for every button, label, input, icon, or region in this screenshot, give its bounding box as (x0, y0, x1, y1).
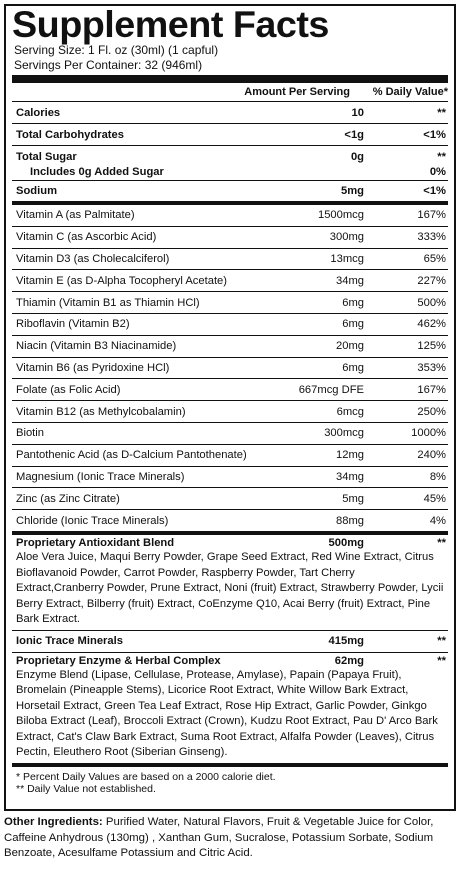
nutrient-amount: 34mg (336, 274, 364, 287)
vitamin-list: Vitamin A (as Palmitate) 1500mcg 167% Vitam… (6, 205, 454, 536)
nutrient-dv: 500% (417, 296, 446, 309)
nutrient-amount: 34mg (336, 470, 364, 483)
footnote-dv: * Percent Daily Values are based on a 20… (16, 770, 276, 783)
table-row: Vitamin D3 (as Cholecalciferol) 13mcg 65% (12, 249, 448, 271)
nutrient-amount: 6mcg (336, 405, 364, 418)
table-row: Vitamin B12 (as Methylcobalamin) 6mcg 250% (12, 401, 448, 423)
nutrient-dv: 353% (417, 361, 446, 374)
nutrient-dv: 462% (417, 318, 446, 331)
enzyme-ingredients: Enzyme Blend (Lipase, Cellulase, Proteas… (16, 668, 438, 759)
sugar-block: Total Sugar 0g ** Includes 0g Added Suga… (12, 146, 448, 181)
nutrient-name: Vitamin D3 (as Cholecalciferol) (16, 252, 170, 265)
footnotes: * Percent Daily Values are based on a 20… (16, 771, 444, 796)
nutrient-dv: 333% (417, 231, 446, 244)
nutrient-amount: 300mcg (324, 427, 364, 440)
table-row: Thiamin (Vitamin B1 as Thiamin HCl) 6mg 50… (12, 292, 448, 314)
nutrient-name: Riboflavin (Vitamin B2) (16, 318, 130, 331)
table-row: Vitamin B6 (as Pyridoxine HCl) 6mg 353% (12, 358, 448, 380)
enzyme-name: Proprietary Enzyme & Herbal Complex (16, 654, 221, 667)
nutrient-amount: 5mg (342, 492, 364, 505)
nutrient-name: Thiamin (Vitamin B1 as Thiamin HCl) (16, 296, 200, 309)
servings-per-container: Servings Per Container: 32 (946ml) (14, 58, 203, 72)
nutrient-amount: 6mg (342, 318, 364, 331)
ionic-trace-row: Ionic Trace Minerals 415mg ** (12, 631, 448, 653)
carbohydrates-row: Total Carbohydrates <1g <1% (12, 124, 448, 146)
nutrient-dv: 240% (417, 449, 446, 462)
nutrient-dv: 250% (417, 405, 446, 418)
sodium-row: Sodium 5mg <1% (12, 181, 448, 205)
divider-thick (12, 75, 448, 83)
nutrient-name: Vitamin B6 (as Pyridoxine HCl) (16, 361, 170, 374)
calories-row: Calories 10 ** (12, 102, 448, 124)
total-sugar-label: Total Sugar (16, 151, 77, 163)
other-ingredients: Other Ingredients: Purified Water, Natur… (4, 815, 458, 862)
other-ingredients-text: Purified Water, Natural Flavors, Fruit &… (4, 816, 434, 859)
nutrient-amount: 12mg (336, 449, 364, 462)
nutrient-dv: 8% (429, 470, 446, 483)
nutrient-amount: 1500mcg (317, 209, 364, 222)
nutrient-dv: 1000% (411, 427, 446, 440)
antioxidant-ingredients: Aloe Vera Juice, Maqui Berry Powder, Gra… (16, 551, 444, 626)
nutrient-name: Vitamin A (as Palmitate) (16, 209, 135, 222)
nutrient-amount: 13mcg (330, 252, 364, 265)
table-row: Chloride (Ionic Trace Minerals) 88mg 4% (12, 510, 448, 536)
nutrient-dv: 227% (417, 274, 446, 287)
antioxidant-blend: Proprietary Antioxidant Blend 500mg ** A… (12, 535, 448, 631)
nutrient-name: Folate (as Folic Acid) (16, 383, 121, 396)
amount-header: Amount Per Serving (244, 86, 350, 98)
serving-size: Serving Size: 1 Fl. oz (30ml) (1 capful) (14, 43, 219, 57)
nutrient-dv: 167% (417, 383, 446, 396)
nutrient-dv: 45% (423, 492, 446, 505)
table-row: Vitamin A (as Palmitate) 1500mcg 167% (12, 205, 448, 227)
added-sugar-label: Includes 0g Added Sugar (30, 165, 164, 178)
nutrient-dv: 125% (417, 340, 446, 353)
nutrient-amount: 88mg (336, 514, 364, 527)
nutrient-amount: 300mg (329, 231, 364, 244)
table-row: Biotin 300mcg 1000% (12, 423, 448, 445)
table-row: Vitamin C (as Ascorbic Acid) 300mg 333% (12, 227, 448, 249)
table-row: Pantothenic Acid (as D-Calcium Pantothen… (12, 445, 448, 467)
nutrient-name: Magnesium (Ionic Trace Minerals) (16, 470, 185, 483)
nutrient-name: Vitamin E (as D-Alpha Tocopheryl Acetate… (16, 274, 228, 287)
table-row: Vitamin E (as D-Alpha Tocopheryl Acetate… (12, 270, 448, 293)
supplement-facts-panel: Supplement Facts Serving Size: 1 Fl. oz … (4, 4, 456, 811)
antioxidant-name: Proprietary Antioxidant Blend (16, 537, 175, 550)
panel-title: Supplement Facts (12, 4, 329, 45)
table-row: Magnesium (Ionic Trace Minerals) 34mg 8% (12, 467, 448, 489)
nutrient-name: Vitamin C (as Ascorbic Acid) (16, 231, 157, 244)
table-row: Zinc (as Zinc Citrate) 5mg 45% (12, 488, 448, 511)
column-header: Amount Per Serving % Daily Value* (12, 83, 448, 102)
other-ingredients-label: Other Ingredients: (4, 816, 103, 828)
nutrient-name: Biotin (16, 427, 44, 440)
nutrient-name: Chloride (Ionic Trace Minerals) (16, 514, 169, 527)
table-row: Niacin (Vitamin B3 Niacinamide) 20mg 125% (12, 336, 448, 358)
nutrient-amount: 20mg (336, 340, 364, 353)
nutrient-name: Vitamin B12 (as Methylcobalamin) (16, 405, 186, 418)
table-row: Riboflavin (Vitamin B2) 6mg 462% (12, 314, 448, 336)
nutrient-amount: 6mg (342, 296, 364, 309)
dv-header: % Daily Value* (372, 86, 448, 98)
nutrient-amount: 6mg (342, 361, 364, 374)
nutrient-dv: 167% (417, 209, 446, 222)
footnote-not-established: ** Daily Value not established. (16, 783, 156, 796)
nutrient-dv: 4% (429, 514, 446, 527)
nutrient-amount: 667mcg DFE (298, 383, 364, 396)
enzyme-complex: Proprietary Enzyme & Herbal Complex 62mg… (12, 653, 448, 767)
nutrient-name: Niacin (Vitamin B3 Niacinamide) (16, 340, 177, 353)
table-row: Folate (as Folic Acid) 667mcg DFE 167% (12, 379, 448, 402)
nutrient-dv: 65% (423, 252, 446, 265)
nutrient-name: Zinc (as Zinc Citrate) (16, 492, 120, 505)
nutrient-name: Pantothenic Acid (as D-Calcium Pantothen… (16, 449, 247, 462)
